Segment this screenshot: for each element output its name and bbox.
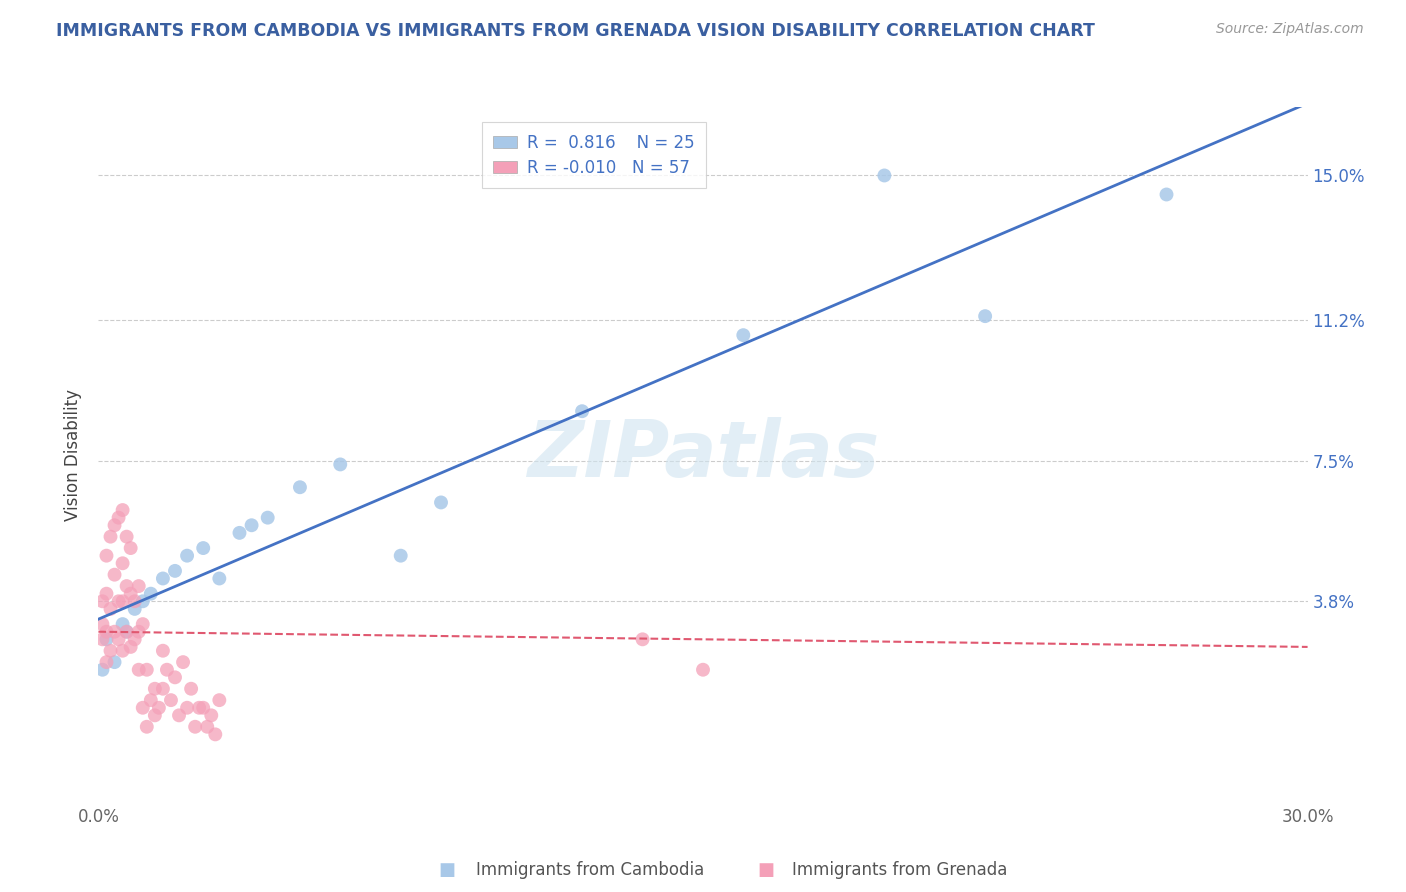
Text: ZIPatlas: ZIPatlas <box>527 417 879 493</box>
Point <box>111 503 134 517</box>
Point <box>160 693 183 707</box>
Point <box>193 541 215 555</box>
Point <box>96 655 118 669</box>
Point <box>193 700 215 714</box>
Text: Immigrants from Grenada: Immigrants from Grenada <box>792 861 1008 879</box>
Point <box>208 572 231 586</box>
Point <box>115 579 138 593</box>
Text: Source: ZipAtlas.com: Source: ZipAtlas.com <box>1216 22 1364 37</box>
Point <box>1156 187 1178 202</box>
Text: IMMIGRANTS FROM CAMBODIA VS IMMIGRANTS FROM GRENADA VISION DISABILITY CORRELATIO: IMMIGRANTS FROM CAMBODIA VS IMMIGRANTS F… <box>56 22 1095 40</box>
Point <box>176 549 198 563</box>
Point <box>208 693 231 707</box>
Point <box>103 567 125 582</box>
Point <box>195 720 218 734</box>
Point <box>107 594 129 608</box>
Point <box>100 530 122 544</box>
Point <box>204 727 226 741</box>
Point <box>152 644 174 658</box>
Point <box>430 495 453 509</box>
Point <box>111 617 134 632</box>
Point <box>96 549 118 563</box>
Point <box>180 681 202 696</box>
Point <box>135 720 157 734</box>
Point <box>156 663 179 677</box>
Point <box>228 525 250 540</box>
Point <box>135 663 157 677</box>
Point <box>107 510 129 524</box>
Point <box>163 564 186 578</box>
Point <box>91 594 114 608</box>
Point <box>103 624 125 639</box>
Point <box>132 617 155 632</box>
Point <box>631 632 654 647</box>
Point <box>873 169 896 183</box>
Point <box>200 708 222 723</box>
Point <box>96 632 118 647</box>
Point <box>974 309 997 323</box>
Text: Immigrants from Cambodia: Immigrants from Cambodia <box>477 861 704 879</box>
Point <box>139 587 162 601</box>
Point <box>120 640 142 654</box>
Legend: R =  0.816    N = 25, R = -0.010   N = 57: R = 0.816 N = 25, R = -0.010 N = 57 <box>482 122 706 188</box>
Point <box>124 602 146 616</box>
Text: ■: ■ <box>758 861 775 879</box>
Point <box>733 328 755 343</box>
Point <box>111 556 134 570</box>
Point <box>184 720 207 734</box>
Point <box>107 632 129 647</box>
Point <box>103 518 125 533</box>
Point <box>96 624 118 639</box>
Point <box>188 700 211 714</box>
Point <box>120 541 142 555</box>
Point <box>124 632 146 647</box>
Point <box>571 404 593 418</box>
Point <box>172 655 194 669</box>
Point <box>256 510 278 524</box>
Y-axis label: Vision Disability: Vision Disability <box>65 389 83 521</box>
Point <box>389 549 412 563</box>
Point <box>91 617 114 632</box>
Point <box>128 663 150 677</box>
Point <box>288 480 311 494</box>
Point <box>143 681 166 696</box>
Point <box>132 700 155 714</box>
Point <box>329 458 352 472</box>
Point <box>115 624 138 639</box>
Point <box>111 644 134 658</box>
Point <box>115 624 138 639</box>
Point <box>103 655 125 669</box>
Point <box>128 579 150 593</box>
Point <box>240 518 263 533</box>
Point <box>115 530 138 544</box>
Point <box>100 602 122 616</box>
Point <box>96 587 118 601</box>
Point <box>139 693 162 707</box>
Point <box>152 572 174 586</box>
Point <box>100 644 122 658</box>
Point <box>163 670 186 684</box>
Text: ■: ■ <box>439 861 456 879</box>
Point <box>128 624 150 639</box>
Point <box>111 594 134 608</box>
Point <box>91 663 114 677</box>
Point <box>167 708 190 723</box>
Point <box>120 587 142 601</box>
Point <box>91 632 114 647</box>
Point <box>152 681 174 696</box>
Point <box>143 708 166 723</box>
Point <box>176 700 198 714</box>
Point <box>692 663 714 677</box>
Point <box>132 594 155 608</box>
Point <box>124 594 146 608</box>
Point <box>148 700 170 714</box>
